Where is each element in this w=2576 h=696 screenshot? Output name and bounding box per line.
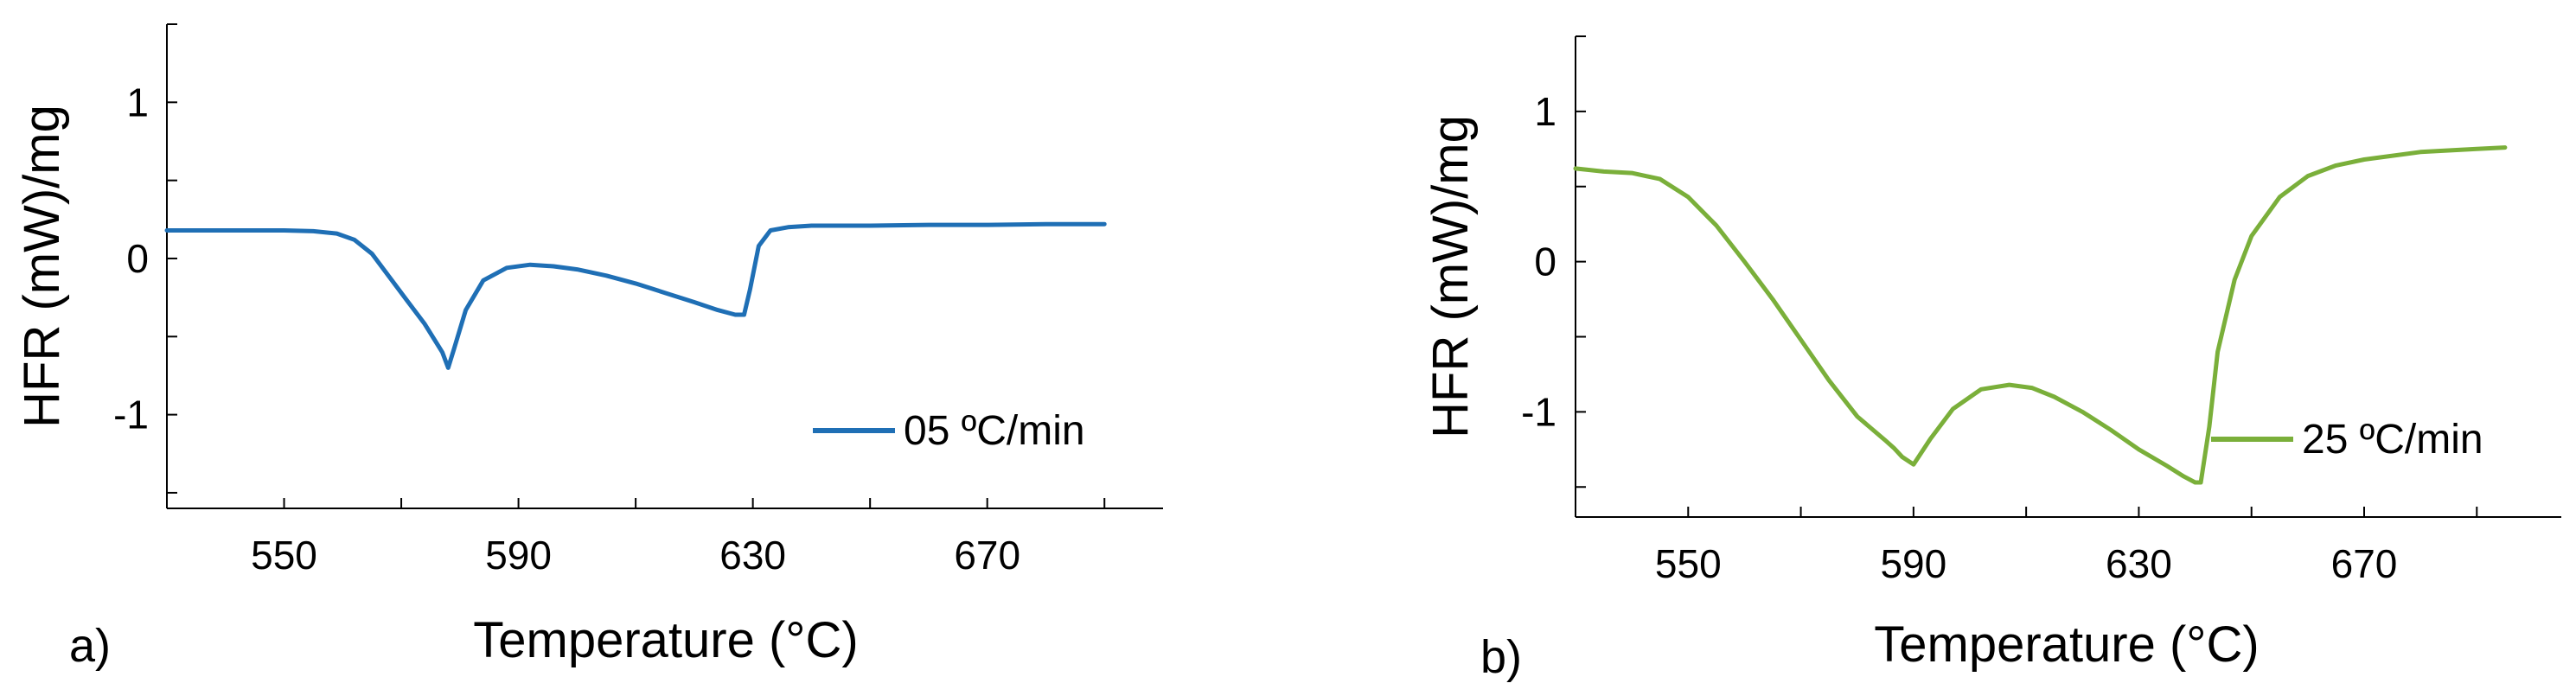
chart-panel-b: 550 590 630 670 1 0 -1 Temperature (°C) HFR (mW)… — [1422, 35, 2561, 683]
x-tick-label: 590 — [485, 533, 552, 578]
legend-label: 25 ºC/min — [2302, 417, 2483, 463]
x-axis-label: Temperature (°C) — [1874, 616, 2259, 673]
x-tick-label: 550 — [1655, 541, 1722, 586]
x-tick-label: 550 — [251, 533, 317, 578]
panel-label: b) — [1480, 631, 1522, 683]
panel-label: a) — [69, 620, 111, 672]
y-tick-label: 1 — [1534, 89, 1556, 134]
y-tick-label: 0 — [1534, 239, 1556, 284]
chart-panel-a: 550 590 630 670 1 0 -1 Temperature (°C) HFR (mW)… — [14, 23, 1163, 672]
x-tick-label: 670 — [954, 533, 1020, 578]
y-tick-label: -1 — [1521, 389, 1556, 434]
y-tick-label: 0 — [126, 236, 149, 281]
x-tick-label: 590 — [1880, 541, 1946, 586]
series-line — [1573, 145, 2508, 485]
y-axis-label: HFR (mW)/mg — [1422, 115, 1479, 438]
x-tick-label: 670 — [2331, 541, 2398, 586]
x-tick-label: 630 — [719, 533, 786, 578]
y-tick-label: 1 — [126, 80, 149, 125]
y-tick-label: -1 — [113, 393, 149, 437]
x-tick-label: 630 — [2106, 541, 2172, 586]
series-line — [164, 221, 1107, 370]
legend-label: 05 ºC/min — [904, 408, 1085, 454]
x-axis-label: Temperature (°C) — [473, 612, 858, 668]
y-axis-label: HFR (mW)/mg — [14, 105, 70, 428]
